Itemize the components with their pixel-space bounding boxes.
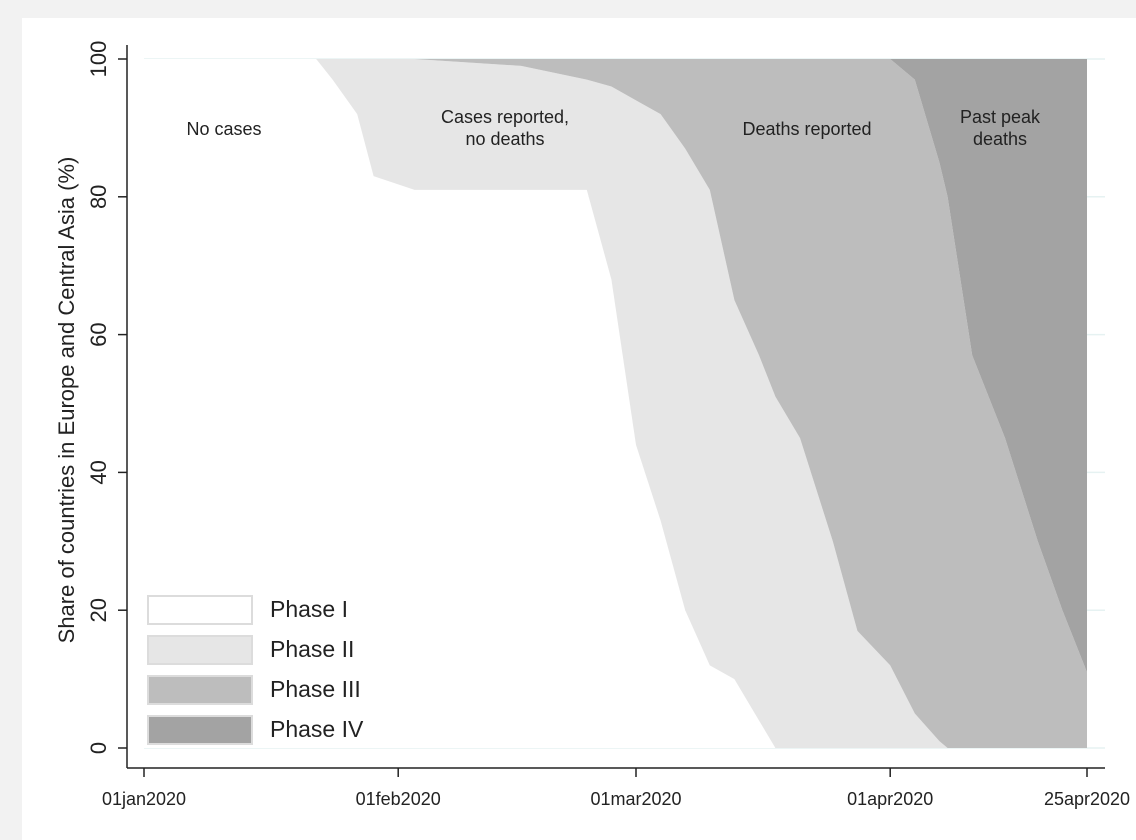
legend-swatch bbox=[147, 715, 253, 745]
y-axis-label: Share of countries in Europe and Central… bbox=[54, 157, 79, 644]
annotation: No cases bbox=[186, 119, 261, 139]
x-tick-label: 01apr2020 bbox=[847, 789, 933, 809]
x-tick-label: 01mar2020 bbox=[590, 789, 681, 809]
annotation: Past peak bbox=[960, 107, 1041, 127]
legend-swatch bbox=[147, 675, 253, 705]
y-tick-label: 60 bbox=[86, 322, 111, 346]
x-tick-label: 01jan2020 bbox=[102, 789, 186, 809]
annotation: no deaths bbox=[465, 129, 544, 149]
annotation: Deaths reported bbox=[742, 119, 871, 139]
legend-label: Phase III bbox=[270, 676, 361, 702]
annotation: Cases reported, bbox=[441, 107, 569, 127]
y-tick-label: 20 bbox=[86, 598, 111, 622]
area bbox=[144, 59, 1087, 748]
y-tick-label: 100 bbox=[86, 41, 111, 78]
annotation: deaths bbox=[973, 129, 1027, 149]
area bbox=[144, 59, 1087, 748]
legend-swatch bbox=[147, 595, 253, 625]
y-tick-label: 80 bbox=[86, 185, 111, 209]
legend-label: Phase IV bbox=[270, 716, 364, 742]
y-tick-label: 40 bbox=[86, 460, 111, 484]
legend-label: Phase II bbox=[270, 636, 354, 662]
area bbox=[144, 59, 1087, 748]
x-tick-label: 25apr2020 bbox=[1044, 789, 1130, 809]
y-tick-label: 0 bbox=[86, 742, 111, 754]
x-tick-label: 01feb2020 bbox=[356, 789, 441, 809]
legend-label: Phase I bbox=[270, 596, 348, 622]
legend-swatch bbox=[147, 635, 253, 665]
area bbox=[144, 59, 1087, 673]
